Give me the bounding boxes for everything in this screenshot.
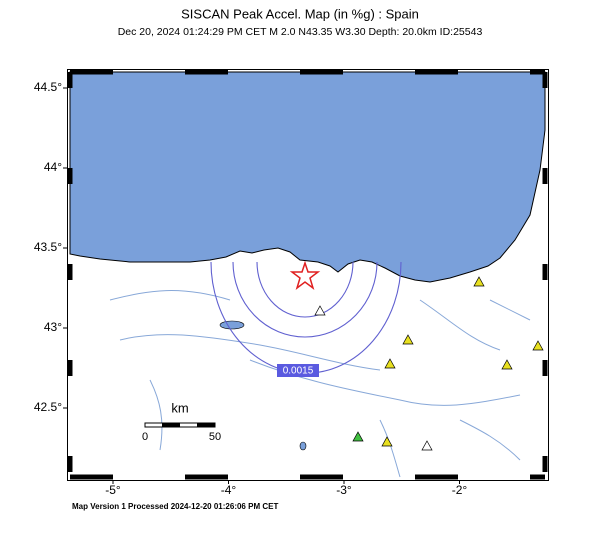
x-tick-label: -5° [105, 483, 121, 497]
y-tick-label: 44.5° [34, 80, 62, 94]
y-tick-label: 44° [44, 160, 62, 174]
sea [69, 71, 546, 283]
scale-tick: 50 [209, 431, 221, 443]
x-tick-label: -4° [221, 483, 237, 497]
y-tick-label: 43° [44, 320, 62, 334]
frame [67, 69, 549, 481]
map-subtitle: Dec 20, 2024 01:24:29 PM CET M 2.0 N43.3… [118, 26, 483, 38]
scale-tick: 0 [142, 431, 148, 443]
footer: Map Version 1 Processed 2024-12-20 01:26… [72, 502, 278, 511]
stations [314, 276, 544, 451]
y-tick-label: 42.5° [34, 400, 62, 414]
x-tick-label: -2° [452, 483, 468, 497]
contour-label: 0.0015 [283, 366, 314, 377]
scale-unit: km [171, 400, 188, 415]
map-area: 0.0015 km 0 50 [69, 71, 546, 478]
contour-label-box [277, 364, 319, 377]
lake [299, 441, 307, 451]
epicenter [289, 260, 321, 290]
y-tick-label: 43.5° [34, 240, 62, 254]
x-tick-label: -3° [336, 483, 352, 497]
map-title: SISCAN Peak Accel. Map (in %g) : Spain [181, 6, 419, 21]
scale-bar [144, 422, 216, 428]
lake [219, 320, 245, 330]
